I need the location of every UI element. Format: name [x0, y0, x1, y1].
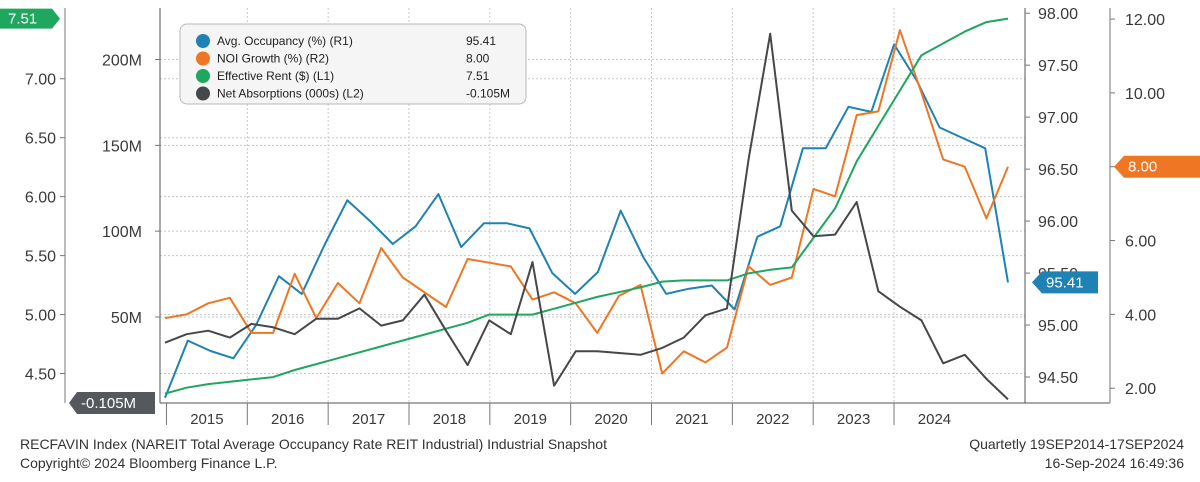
tag-l1-shape [0, 8, 60, 29]
axis-lines [60, 8, 1115, 425]
x-tick-label-6: 2021 [675, 411, 708, 428]
r1-tick-label-4: 96.50 [1038, 162, 1078, 179]
legend-label-3: Net Absorptions (000s) (L2) [217, 87, 364, 101]
l2-tick-label-0: 50M [111, 310, 142, 327]
l1-tick-label-2: 5.50 [25, 249, 56, 266]
x-tick-label-5: 2020 [594, 411, 627, 428]
r2-tick-label-0: 2.00 [1125, 381, 1156, 398]
tag-r2-text: 8.00 [1128, 159, 1157, 176]
legend-value-1: 8.00 [466, 52, 490, 66]
l2-tick-label-3: 200M [102, 52, 142, 69]
r2-tick-label-2: 6.00 [1125, 234, 1156, 251]
r1-tick-label-0: 94.50 [1038, 370, 1078, 387]
r2-tick-label-4: 10.00 [1125, 86, 1165, 103]
l2-tick-label-2: 150M [102, 138, 142, 155]
l1-tick-label-4: 6.50 [25, 131, 56, 148]
series-line-3 [164, 32, 1009, 401]
chart-title: RECFAVIN Index (NAREIT Total Average Occ… [20, 436, 607, 452]
tag-r1-shape [1032, 271, 1098, 294]
tag-r1-text: 95.41 [1046, 274, 1084, 291]
r2-tick-label-5: 12.00 [1125, 12, 1165, 29]
timestamp-text: 16-Sep-2024 16:49:36 [1044, 455, 1184, 471]
x-tick-label-4: 2019 [514, 411, 547, 428]
legend-swatch-3 [196, 86, 210, 101]
x-tick-label-9: 2024 [918, 411, 951, 428]
x-tick-label-0: 2015 [190, 411, 223, 428]
l1-tick-label-0: 4.50 [25, 367, 56, 384]
x-tick-label-1: 2016 [271, 411, 304, 428]
x-tick-label-3: 2018 [433, 411, 466, 428]
legend: Avg. Occupancy (%) (R1) 95.41 NOI Growth (… [179, 23, 527, 105]
tag-l2-shape [69, 392, 155, 414]
legend-value-0: 95.41 [466, 34, 496, 48]
r2-tick-label-1: 4.00 [1125, 307, 1156, 324]
l1-tick-label-5: 7.00 [25, 72, 56, 89]
r1-tick-label-3: 96.00 [1038, 214, 1078, 231]
tag-l1-text: 7.51 [8, 11, 37, 28]
legend-swatch-2 [196, 69, 210, 83]
legend-box [179, 23, 527, 105]
value-tags: 7.51 -0.105M 95.41 8.00 [0, 8, 1200, 414]
legend-label-0: Avg. Occupancy (%) (R1) [217, 34, 353, 48]
r1-tick-label-7: 98.00 [1038, 6, 1078, 23]
r1-tick-label-1: 95.00 [1038, 318, 1078, 335]
copyright-text: Copyright© 2024 Bloomberg Finance L.P. [20, 455, 278, 471]
x-tick-label-7: 2022 [756, 411, 789, 428]
r1-tick-label-6: 97.50 [1038, 58, 1078, 75]
series-layer [164, 17, 1009, 401]
legend-label-2: Effective Rent ($) (L1) [217, 69, 334, 83]
l1-tick-label-3: 6.00 [25, 190, 56, 207]
legend-value-2: 7.51 [466, 69, 490, 83]
legend-label-1: NOI Growth (%) (R2) [217, 52, 329, 66]
legend-swatch-1 [196, 51, 210, 66]
period-text: Quartetly 19SEP2014-17SEP2024 [969, 436, 1184, 452]
r1-tick-label-5: 97.00 [1038, 110, 1078, 127]
legend-swatch-0 [196, 34, 210, 48]
series-line-0 [164, 43, 1009, 399]
x-tick-label-2: 2017 [352, 411, 385, 428]
tag-r2-shape [1114, 155, 1200, 178]
l1-tick-label-1: 5.00 [25, 308, 56, 325]
series-line-2 [164, 17, 1009, 395]
tag-l2-text: -0.105M [81, 395, 136, 412]
x-tick-label-8: 2023 [837, 411, 870, 428]
chart-svg: 4.50 5.00 5.50 6.00 6.50 7.00 50M 100M 150M 200M 9… [0, 6, 1200, 428]
legend-value-3: -0.105M [466, 87, 510, 101]
series-line-1 [164, 29, 1009, 375]
l2-tick-label-1: 100M [102, 224, 142, 241]
